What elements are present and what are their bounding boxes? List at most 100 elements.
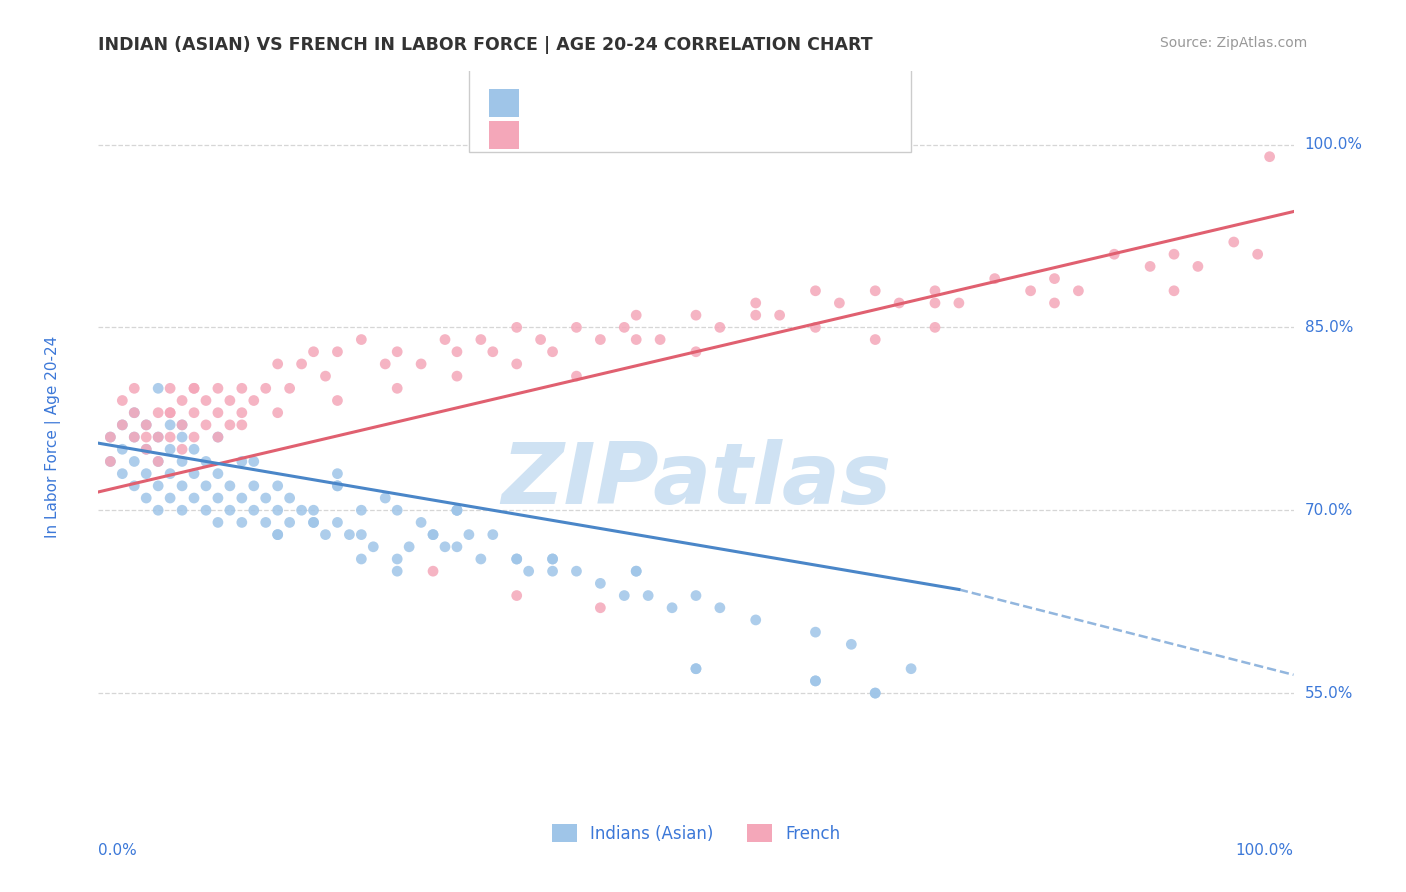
Point (98, 430, 122, 444)
Point (267, 527, 290, 541)
Point (207, 381, 229, 395)
Point (804, 673, 827, 688)
Point (148, 454, 170, 468)
Point (685, 589, 707, 603)
Point (446, 503, 468, 517)
Point (613, 589, 636, 603)
Point (267, 479, 290, 493)
Point (828, 296, 851, 310)
Point (231, 491, 253, 505)
Point (506, 552, 529, 566)
Point (924, 296, 946, 310)
Point (589, 600, 612, 615)
Point (804, 625, 827, 640)
Point (111, 417, 134, 432)
Point (231, 516, 253, 530)
Point (984, 271, 1007, 285)
Point (350, 503, 373, 517)
Point (446, 369, 468, 384)
Point (172, 479, 194, 493)
Point (98, 430, 122, 444)
Point (159, 491, 181, 505)
Point (159, 467, 181, 481)
Point (865, 284, 887, 298)
Point (1187, 260, 1209, 274)
Point (111, 442, 134, 457)
Point (124, 406, 146, 420)
Point (111, 417, 134, 432)
Point (506, 552, 529, 566)
Text: N =: N = (710, 126, 747, 144)
Point (159, 430, 181, 444)
Point (135, 467, 157, 481)
Point (148, 430, 170, 444)
Point (159, 417, 181, 432)
Point (243, 479, 266, 493)
Point (195, 479, 218, 493)
Point (326, 479, 349, 493)
Point (422, 527, 444, 541)
Point (195, 393, 218, 408)
Point (326, 344, 349, 359)
Point (541, 344, 564, 359)
Point (172, 454, 194, 468)
Point (231, 454, 253, 468)
Point (135, 491, 157, 505)
Point (385, 503, 409, 517)
Point (135, 417, 157, 432)
Point (278, 516, 301, 530)
Point (124, 406, 146, 420)
Point (267, 503, 290, 517)
Point (804, 673, 827, 688)
Point (98, 454, 122, 468)
Point (135, 430, 157, 444)
Text: 0.309: 0.309 (606, 126, 664, 144)
Point (1247, 247, 1270, 261)
Point (446, 344, 468, 359)
Point (302, 344, 325, 359)
Point (159, 406, 181, 420)
Point (374, 357, 396, 371)
Point (219, 417, 242, 432)
Point (1139, 260, 1161, 274)
Text: INDIAN (ASIAN) VS FRENCH IN LABOR FORCE | AGE 20-24 CORRELATION CHART: INDIAN (ASIAN) VS FRENCH IN LABOR FORCE … (98, 36, 873, 54)
Point (195, 417, 218, 432)
Point (1258, 150, 1281, 164)
Text: 100.0%: 100.0% (1305, 137, 1362, 152)
Text: R =: R = (537, 94, 572, 112)
Point (243, 454, 266, 468)
Point (159, 442, 181, 457)
Point (124, 479, 146, 493)
Point (398, 540, 420, 554)
Point (1019, 284, 1042, 298)
Point (745, 613, 768, 627)
Point (385, 564, 409, 578)
Point (183, 430, 205, 444)
Point (159, 381, 181, 395)
Point (804, 320, 827, 334)
Point (135, 417, 157, 432)
Point (172, 417, 194, 432)
Point (207, 430, 229, 444)
Point (626, 564, 648, 578)
Point (148, 381, 170, 395)
Point (302, 516, 325, 530)
Point (111, 393, 134, 408)
Point (541, 564, 564, 578)
Point (291, 357, 314, 371)
Point (195, 454, 218, 468)
Point (685, 308, 707, 322)
Point (506, 357, 529, 371)
Point (1223, 235, 1246, 249)
Point (159, 406, 181, 420)
Point (291, 503, 314, 517)
Text: -0.396: -0.396 (606, 94, 671, 112)
Point (422, 564, 444, 578)
Point (148, 503, 170, 517)
Point (326, 467, 349, 481)
Point (124, 454, 146, 468)
Point (685, 662, 707, 676)
Point (745, 308, 768, 322)
Point (278, 381, 301, 395)
Point (422, 527, 444, 541)
